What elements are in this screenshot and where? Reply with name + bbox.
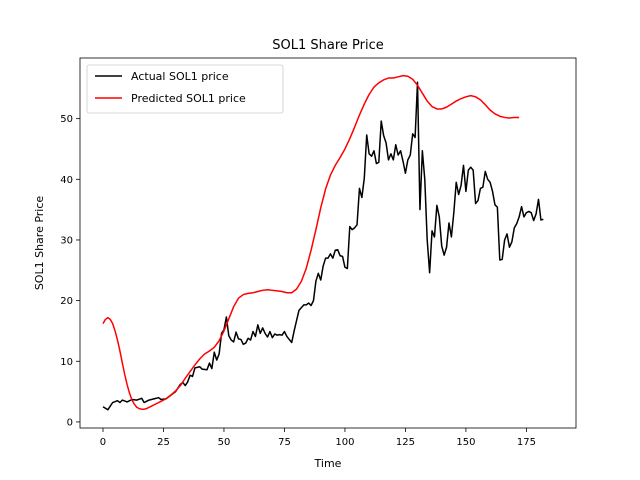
series-line-predicted	[102, 74, 520, 410]
x-tick-label: 100	[335, 437, 354, 448]
y-tick-label: 40	[60, 175, 73, 186]
plot-frame	[79, 57, 577, 429]
chart-title: SOL1 Share Price	[272, 38, 384, 53]
y-tick-label: 0	[67, 417, 73, 428]
y-tick-label: 50	[60, 114, 73, 125]
legend: Actual SOL1 price Predicted SOL1 price	[86, 64, 284, 114]
x-tick-label: 175	[517, 437, 536, 448]
y-axis-label: SOL1 Share Price	[33, 196, 46, 291]
y-tick-label: 30	[60, 235, 73, 246]
legend-label-predicted: Predicted SOL1 price	[131, 92, 246, 105]
x-axis-label: Time	[314, 457, 342, 470]
x-tick-label: 25	[157, 437, 170, 448]
y-tick-label: 10	[60, 357, 73, 368]
x-tick-label: 150	[456, 437, 475, 448]
series-layer	[102, 74, 544, 411]
x-tick-label: 50	[218, 437, 231, 448]
x-tick-label: 75	[278, 437, 291, 448]
y-tick-label: 20	[60, 296, 73, 307]
legend-label-actual: Actual SOL1 price	[131, 70, 229, 83]
x-tick-label: 0	[100, 437, 106, 448]
x-axis-ticks: 0 25 50 75 100 125 150 175	[100, 428, 536, 448]
legend-box	[86, 64, 284, 114]
series-line-actual	[102, 81, 544, 411]
plot-area	[80, 58, 576, 428]
x-tick-label: 125	[396, 437, 415, 448]
y-axis-ticks: 0 10 20 30 40 50	[60, 114, 80, 428]
